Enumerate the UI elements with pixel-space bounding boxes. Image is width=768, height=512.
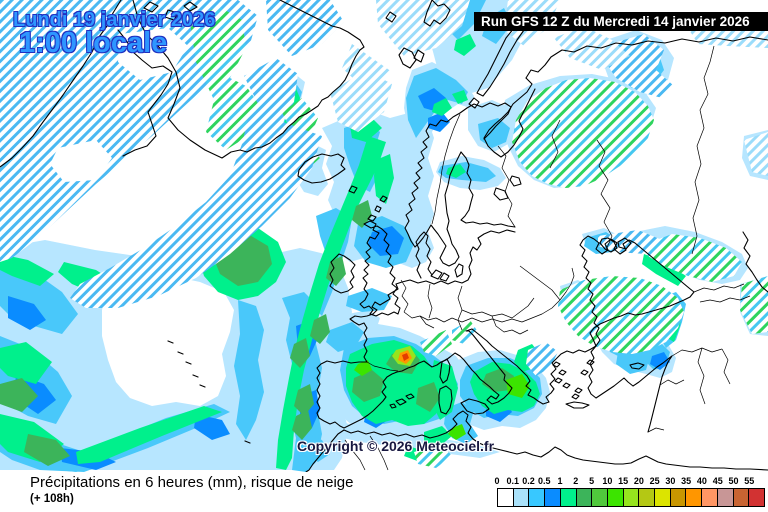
legend-bar: Précipitations en 6 heures (mm), risque … — [0, 472, 768, 512]
scale-tick-label: 35 — [681, 476, 692, 486]
scale-color-cell — [576, 488, 593, 507]
scale-tick-label: 15 — [618, 476, 629, 486]
legend-title: Précipitations en 6 heures (mm), risque … — [30, 474, 354, 491]
scale-color-cell — [513, 488, 530, 507]
valid-date-label: Lundi 19 janvier 2026 — [13, 9, 216, 31]
scale-tick-label: 2 — [573, 476, 579, 486]
scale-tick-label: 0.2 — [522, 476, 535, 486]
weather-map[interactable]: Lundi 19 janvier 2026 1:00 locale Run GF… — [0, 0, 768, 472]
scale-color-cell — [639, 488, 656, 507]
scale-color-cell — [607, 488, 624, 507]
scale-color-cell — [686, 488, 703, 507]
scale-color-cell — [655, 488, 671, 507]
scale-color-cell — [749, 488, 765, 507]
scale-tick-label: 25 — [649, 476, 660, 486]
scale-tick-label: 0.1 — [506, 476, 520, 486]
snow-hatch-layer — [0, 0, 768, 468]
scale-color-cell — [560, 488, 577, 507]
scale-color-cell — [670, 488, 687, 507]
scale-tick-label: 20 — [633, 476, 644, 486]
scale-tick-label: 0.5 — [538, 476, 551, 486]
scale-tick-label: 30 — [665, 476, 676, 486]
scale-color-cell — [497, 488, 514, 507]
scale-tick-label: 1 — [557, 476, 563, 486]
color-scale: 0 0.1 0.2 0.5 1 2 5 10 15 20 25 30 35 40 45 50 55 — [494, 476, 765, 510]
scale-color-cell — [623, 488, 640, 507]
precipitation-map-image — [0, 0, 768, 472]
scale-tick-label: 10 — [602, 476, 613, 486]
scale-tick-label: 5 — [589, 476, 595, 486]
scale-tick-label: 0 — [494, 476, 500, 486]
color-scale-cells — [497, 488, 765, 507]
scale-color-cell — [545, 488, 561, 507]
scale-color-cell — [529, 488, 546, 507]
valid-time-label: 1:00 locale — [19, 27, 168, 59]
scale-tick-label: 40 — [696, 476, 707, 486]
border-layer — [344, 45, 751, 471]
forecast-hour-label: (+ 108h) — [30, 493, 74, 505]
color-scale-labels: 0 0.1 0.2 0.5 1 2 5 10 15 20 25 30 35 40 45 50 55 — [494, 476, 765, 487]
scale-color-cell — [702, 488, 718, 507]
scale-color-cell — [592, 488, 608, 507]
scale-tick-label: 55 — [744, 476, 755, 486]
copyright-label: Copyright © 2026 Meteociel.fr — [297, 438, 495, 454]
scale-tick-label: 50 — [728, 476, 739, 486]
model-run-label: Run GFS 12 Z du Mercredi 14 janvier 2026 — [474, 12, 768, 31]
scale-color-cell — [717, 488, 734, 507]
coastline-layer — [0, 0, 768, 472]
scale-tick-label: 45 — [712, 476, 723, 486]
scale-color-cell — [733, 488, 750, 507]
